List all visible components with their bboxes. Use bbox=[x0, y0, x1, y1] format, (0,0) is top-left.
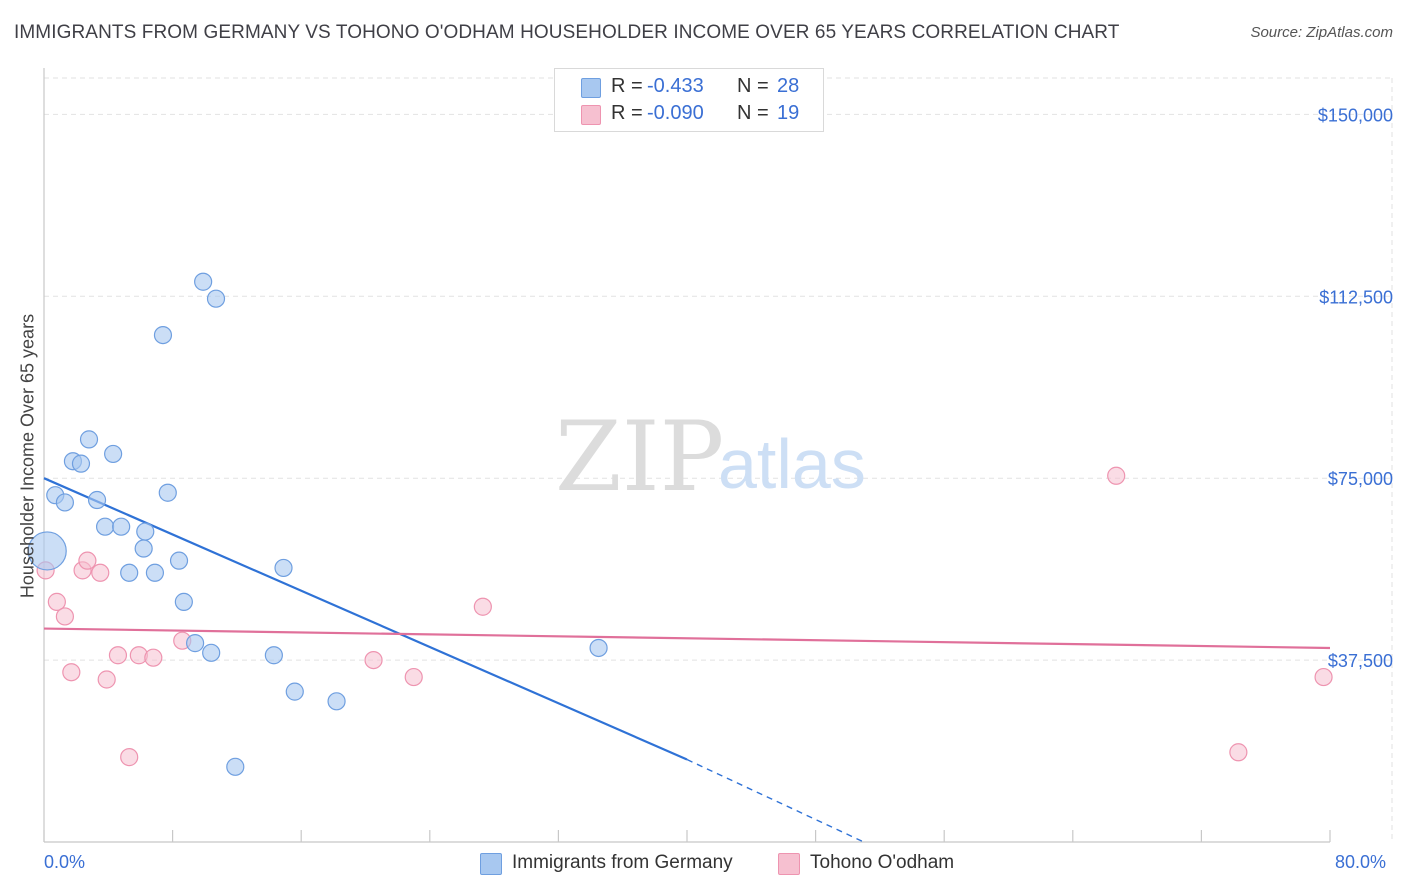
x-tick-min: 0.0% bbox=[44, 852, 86, 872]
germany-point bbox=[153, 325, 173, 345]
germany-point bbox=[87, 490, 107, 510]
germany-point bbox=[120, 563, 139, 582]
source-label: Source: ZipAtlas.com bbox=[1250, 24, 1393, 41]
germany-point bbox=[186, 634, 205, 653]
legend-label: Tohono O'odham bbox=[810, 852, 955, 873]
germany-point bbox=[71, 454, 91, 473]
y-tick-label: $150,000 bbox=[1318, 105, 1393, 125]
n-value: 19 bbox=[777, 102, 800, 124]
tohono-trend-line bbox=[43, 627, 1331, 650]
germany-point bbox=[194, 272, 213, 291]
tohono-point bbox=[47, 592, 66, 611]
stats-legend: R = -0.433 N = 28 R = -0.090 N = 19 bbox=[554, 68, 824, 132]
n-label: N = bbox=[737, 75, 769, 97]
tohono-point bbox=[364, 650, 383, 670]
n-value: 28 bbox=[777, 75, 800, 97]
tohono-point bbox=[91, 563, 110, 582]
tohono-point bbox=[1107, 466, 1126, 485]
tohono-point bbox=[473, 597, 492, 616]
tohono-legend-swatch bbox=[778, 853, 800, 875]
y-axis-label: Householder Income Over 65 years bbox=[17, 313, 38, 599]
germany-point bbox=[327, 692, 346, 711]
germany-point bbox=[112, 517, 131, 536]
tohono-point bbox=[144, 648, 163, 667]
germany-swatch bbox=[581, 78, 601, 98]
r-value: -0.090 bbox=[647, 102, 704, 124]
tohono-point bbox=[1314, 667, 1333, 687]
germany-point bbox=[145, 563, 165, 582]
tohono-point bbox=[108, 646, 128, 665]
germany-trend-extension bbox=[686, 758, 865, 843]
tohono-point bbox=[404, 667, 423, 687]
tohono-point bbox=[97, 670, 116, 689]
watermark: ZIP atlas bbox=[555, 401, 866, 513]
tohono-point bbox=[120, 748, 139, 767]
tohono-point bbox=[62, 663, 81, 682]
tohono-swatch bbox=[581, 105, 601, 125]
legend-label: Immigrants from Germany bbox=[512, 852, 733, 873]
germany-point bbox=[134, 539, 153, 558]
gridlines bbox=[44, 77, 1393, 842]
germany-point bbox=[104, 444, 123, 464]
germany-point bbox=[206, 289, 226, 308]
tohono-point bbox=[78, 551, 97, 570]
germany-point bbox=[79, 430, 99, 449]
r-value: -0.433 bbox=[647, 75, 704, 97]
germany-point bbox=[55, 493, 74, 512]
germany-point bbox=[136, 522, 155, 541]
tohono-point bbox=[1229, 743, 1248, 762]
germany-point bbox=[169, 551, 189, 570]
germany-point bbox=[285, 682, 304, 701]
germany-point bbox=[158, 483, 177, 502]
germany-point bbox=[174, 592, 193, 611]
germany-legend-swatch bbox=[480, 853, 502, 875]
r-label: R = bbox=[611, 102, 643, 124]
y-tick-label: $75,000 bbox=[1328, 469, 1393, 489]
germany-point bbox=[264, 646, 283, 665]
germany-trend-line bbox=[43, 477, 688, 761]
tohono-point bbox=[55, 607, 74, 626]
germany-point bbox=[202, 643, 221, 662]
y-tick-label: $112,500 bbox=[1319, 287, 1393, 307]
data-points bbox=[27, 272, 1333, 776]
x-tick-max: 80.0% bbox=[1335, 852, 1387, 872]
germany-point bbox=[95, 517, 115, 536]
germany-point bbox=[226, 757, 245, 776]
r-label: R = bbox=[611, 75, 643, 97]
chart-title: IMMIGRANTS FROM GERMANY VS TOHONO O'ODHA… bbox=[14, 22, 1120, 43]
watermark-atlas: atlas bbox=[718, 425, 866, 503]
n-label: N = bbox=[737, 102, 769, 124]
y-tick-labels: $37,500 $75,000 $112,500 $150,000 bbox=[1318, 105, 1393, 671]
y-tick-label: $37,500 bbox=[1328, 651, 1393, 671]
watermark-zip: ZIP bbox=[555, 401, 724, 513]
germany-point bbox=[27, 531, 67, 571]
germany-point bbox=[589, 638, 608, 658]
germany-point bbox=[274, 558, 293, 578]
axes bbox=[43, 68, 1331, 843]
